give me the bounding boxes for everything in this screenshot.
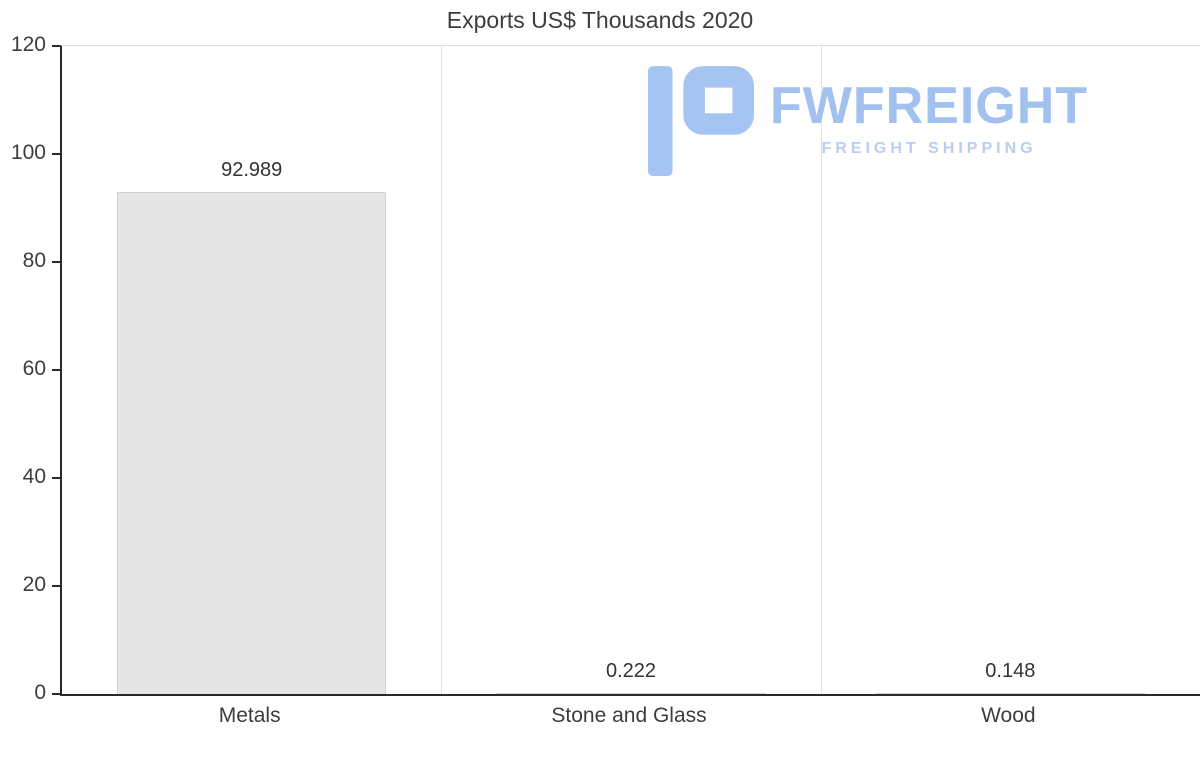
vertical-gridline	[441, 46, 443, 694]
y-axis-tick	[52, 261, 60, 263]
vertical-gridline	[820, 46, 822, 694]
x-axis-category-label: Metals	[218, 704, 281, 727]
x-axis-category-label: Wood	[981, 704, 1036, 727]
y-axis-tick	[52, 369, 60, 371]
y-axis-tick	[52, 45, 60, 47]
y-axis-tick-label: 120	[10, 33, 46, 56]
bar-value-label: 92.989	[221, 158, 283, 181]
y-axis-tick	[52, 477, 60, 479]
y-axis-tick-label: 20	[22, 573, 46, 596]
y-axis-tick-label: 60	[22, 357, 46, 380]
bar-wood[interactable]	[875, 693, 1145, 694]
y-axis-tick-label: 0	[34, 681, 46, 704]
y-axis-tick-label: 40	[22, 465, 46, 488]
y-axis-tick-label: 100	[10, 141, 46, 164]
y-axis: 0 20 40 60 80 100 120	[0, 33, 46, 704]
y-axis-tick-label: 80	[22, 249, 46, 272]
chart-title: Exports US$ Thousands 2020	[446, 7, 754, 33]
bar-value-label: 0.222	[605, 659, 657, 682]
bar-stone-and-glass[interactable]	[496, 692, 766, 694]
bar-metals[interactable]	[117, 191, 387, 694]
y-axis-tick	[52, 693, 60, 695]
y-axis-tick	[52, 585, 60, 587]
x-axis: Metals Stone and Glass Wood	[60, 704, 1200, 738]
bar-value-label: 0.148	[985, 660, 1036, 682]
plot-area: 92.989 0.222 0.148	[52, 45, 1200, 696]
x-axis-category-label: Stone and Glass	[551, 704, 707, 727]
y-axis-tick	[52, 153, 60, 155]
